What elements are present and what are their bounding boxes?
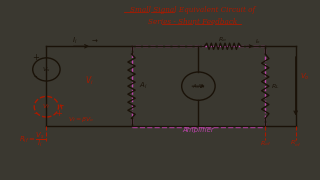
Text: -: - <box>34 71 37 81</box>
Text: +: + <box>32 53 39 62</box>
Text: $\rightarrow$: $\rightarrow$ <box>91 38 99 44</box>
Text: $R_L$: $R_L$ <box>271 82 280 91</box>
Text: -: - <box>34 108 37 118</box>
Text: Amplifier: Amplifier <box>182 127 214 133</box>
Text: $V_o$: $V_o$ <box>300 71 310 82</box>
Text: $V_i$: $V_i$ <box>84 75 93 87</box>
Text: $V_f = \beta V_o$: $V_f = \beta V_o$ <box>68 115 94 124</box>
Text: $A_vV_i$: $A_vV_i$ <box>192 82 205 91</box>
Text: $V_f$: $V_f$ <box>42 102 51 111</box>
Text: $I_i$: $I_i$ <box>72 36 78 46</box>
Text: $I_o$: $I_o$ <box>255 37 260 46</box>
Text: $A_i$: $A_i$ <box>139 81 148 91</box>
Text: $R_{if} = \dfrac{V_s}{I_i}$: $R_{if} = \dfrac{V_s}{I_i}$ <box>19 130 45 149</box>
Text: $V_s$: $V_s$ <box>42 65 51 74</box>
Text: $R_{of}$: $R_{of}$ <box>260 139 271 148</box>
Text: $R_o$: $R_o$ <box>218 35 227 44</box>
Text: Series - Shunt Feedback: Series - Shunt Feedback <box>148 18 237 26</box>
Text: Small Signal Equivalent Circuit of: Small Signal Equivalent Circuit of <box>130 6 255 14</box>
Text: +: + <box>55 109 62 118</box>
Text: $R_{of}'$: $R_{of}'$ <box>290 138 301 149</box>
